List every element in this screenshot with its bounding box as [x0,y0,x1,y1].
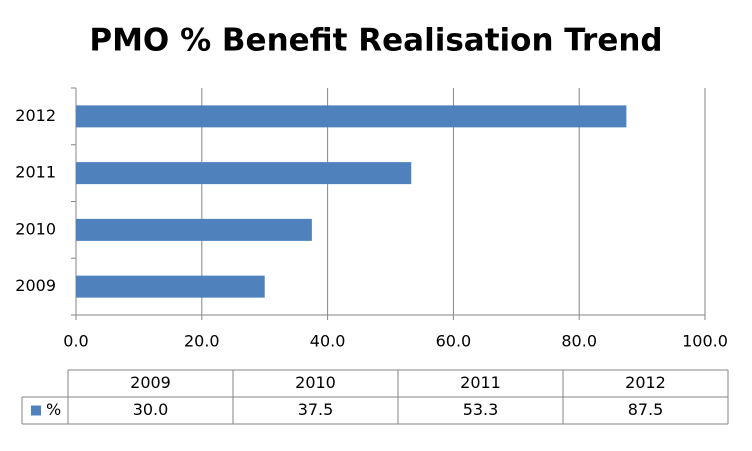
table-header: 2009 [130,373,171,392]
x-tick-label: 0.0 [63,332,88,351]
bar [76,105,627,128]
chart-title: PMO % Benefit Realisation Trend [89,23,662,59]
x-tick-label: 80.0 [561,332,597,351]
y-tick-label: 2011 [15,163,56,182]
table-value: 30.0 [133,400,169,419]
bar [76,162,412,185]
y-tick-label: 2012 [15,106,56,125]
bar [76,218,312,241]
x-tick-label: 20.0 [184,332,220,351]
table-value: 37.5 [298,400,334,419]
x-tick-label: 100.0 [682,332,728,351]
x-tick-label: 40.0 [310,332,346,351]
x-tick-label: 60.0 [436,332,472,351]
legend-label: % [46,400,61,419]
y-tick-label: 2010 [15,219,56,238]
table-value: 53.3 [463,400,499,419]
table-header: 2012 [625,373,666,392]
legend-swatch [31,405,41,416]
y-tick-label: 2009 [15,276,56,295]
table-value: 87.5 [628,400,664,419]
table-header: 2010 [295,373,336,392]
bar [76,275,265,298]
table-header: 2011 [460,373,501,392]
